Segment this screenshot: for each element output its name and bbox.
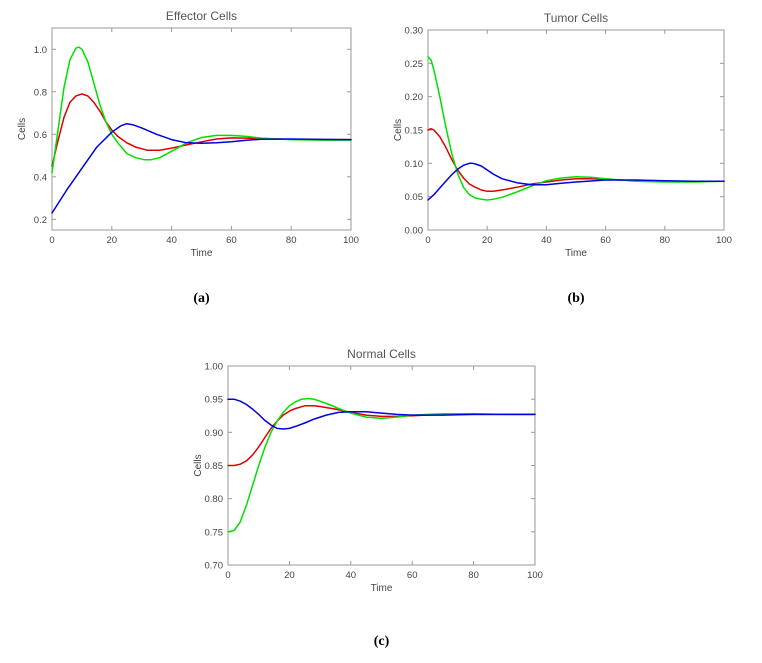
x-tick-label: 40: [346, 570, 357, 581]
chart-title: Effector Cells: [166, 9, 237, 23]
y-tick-label: 0.75: [205, 527, 224, 538]
y-tick-label: 0.8: [34, 87, 47, 98]
x-axis-label: Time: [565, 248, 587, 259]
series-line-blue: [51, 122, 352, 214]
y-tick-label: 0.15: [405, 126, 424, 137]
panel-label: (b): [567, 291, 584, 306]
series-line-blue: [227, 398, 536, 430]
x-tick-label: 100: [527, 570, 543, 581]
chart-title: Tumor Cells: [544, 11, 608, 25]
y-axis-label: Cells: [193, 454, 204, 476]
panel-label: (a): [193, 291, 210, 306]
x-tick-label: 60: [226, 235, 237, 246]
y-tick-label: 0.2: [34, 215, 47, 226]
x-tick-label: 0: [225, 570, 230, 581]
y-tick-label: 1.00: [205, 362, 224, 373]
y-tick-label: 0.95: [205, 395, 224, 406]
y-tick-label: 1.0: [34, 45, 47, 56]
y-tick-label: 0.05: [405, 192, 424, 203]
x-tick-label: 80: [468, 570, 479, 581]
y-axis-label: Cells: [393, 119, 404, 141]
y-axis-label: Cells: [17, 118, 28, 140]
y-tick-label: 0.80: [205, 494, 224, 505]
y-tick-label: 0.90: [205, 428, 224, 439]
y-tick-label: 0.20: [405, 92, 424, 103]
series-line-green: [51, 46, 352, 174]
y-tick-label: 0.6: [34, 130, 47, 141]
y-tick-label: 0.00: [405, 226, 424, 237]
series-line-blue: [427, 162, 725, 201]
x-axis-label: Time: [191, 248, 213, 259]
x-tick-label: 0: [49, 235, 54, 246]
x-tick-label: 60: [407, 570, 418, 581]
series-line-green: [427, 55, 725, 201]
x-tick-label: 100: [716, 235, 732, 246]
tumor-cells-chart: Tumor Cells Time Cells (b) 0 20 40 60 80 100 0…: [393, 11, 732, 306]
plot-frame: [51, 27, 352, 231]
effector-cells-chart: Effector Cells Time Cells (a) 0 20 40 60 80 1…: [17, 9, 359, 306]
y-tick-label: 0.4: [34, 172, 47, 183]
plot-frame: [427, 29, 725, 231]
x-tick-label: 20: [482, 235, 493, 246]
x-tick-label: 100: [343, 235, 359, 246]
x-tick-label: 40: [166, 235, 177, 246]
panel-label: (c): [374, 634, 390, 649]
series-line-green: [227, 397, 536, 533]
x-tick-label: 80: [660, 235, 671, 246]
plot-frame: [227, 365, 536, 566]
x-tick-label: 80: [286, 235, 297, 246]
y-tick-label: 0.25: [405, 59, 424, 70]
x-tick-label: 20: [284, 570, 295, 581]
x-tick-label: 20: [107, 235, 118, 246]
series-line-red: [51, 93, 352, 167]
y-tick-label: 0.85: [205, 461, 224, 472]
x-axis-label: Time: [371, 583, 393, 594]
y-tick-label: 0.70: [205, 561, 224, 572]
normal-cells-chart: Normal Cells Time Cells (c) 0 20 40 60 80 100…: [193, 347, 543, 649]
x-tick-label: 40: [541, 235, 552, 246]
x-tick-label: 0: [425, 235, 430, 246]
chart-title: Normal Cells: [347, 347, 416, 361]
y-tick-label: 0.10: [405, 159, 424, 170]
x-tick-label: 60: [600, 235, 611, 246]
y-tick-label: 0.30: [405, 26, 424, 37]
